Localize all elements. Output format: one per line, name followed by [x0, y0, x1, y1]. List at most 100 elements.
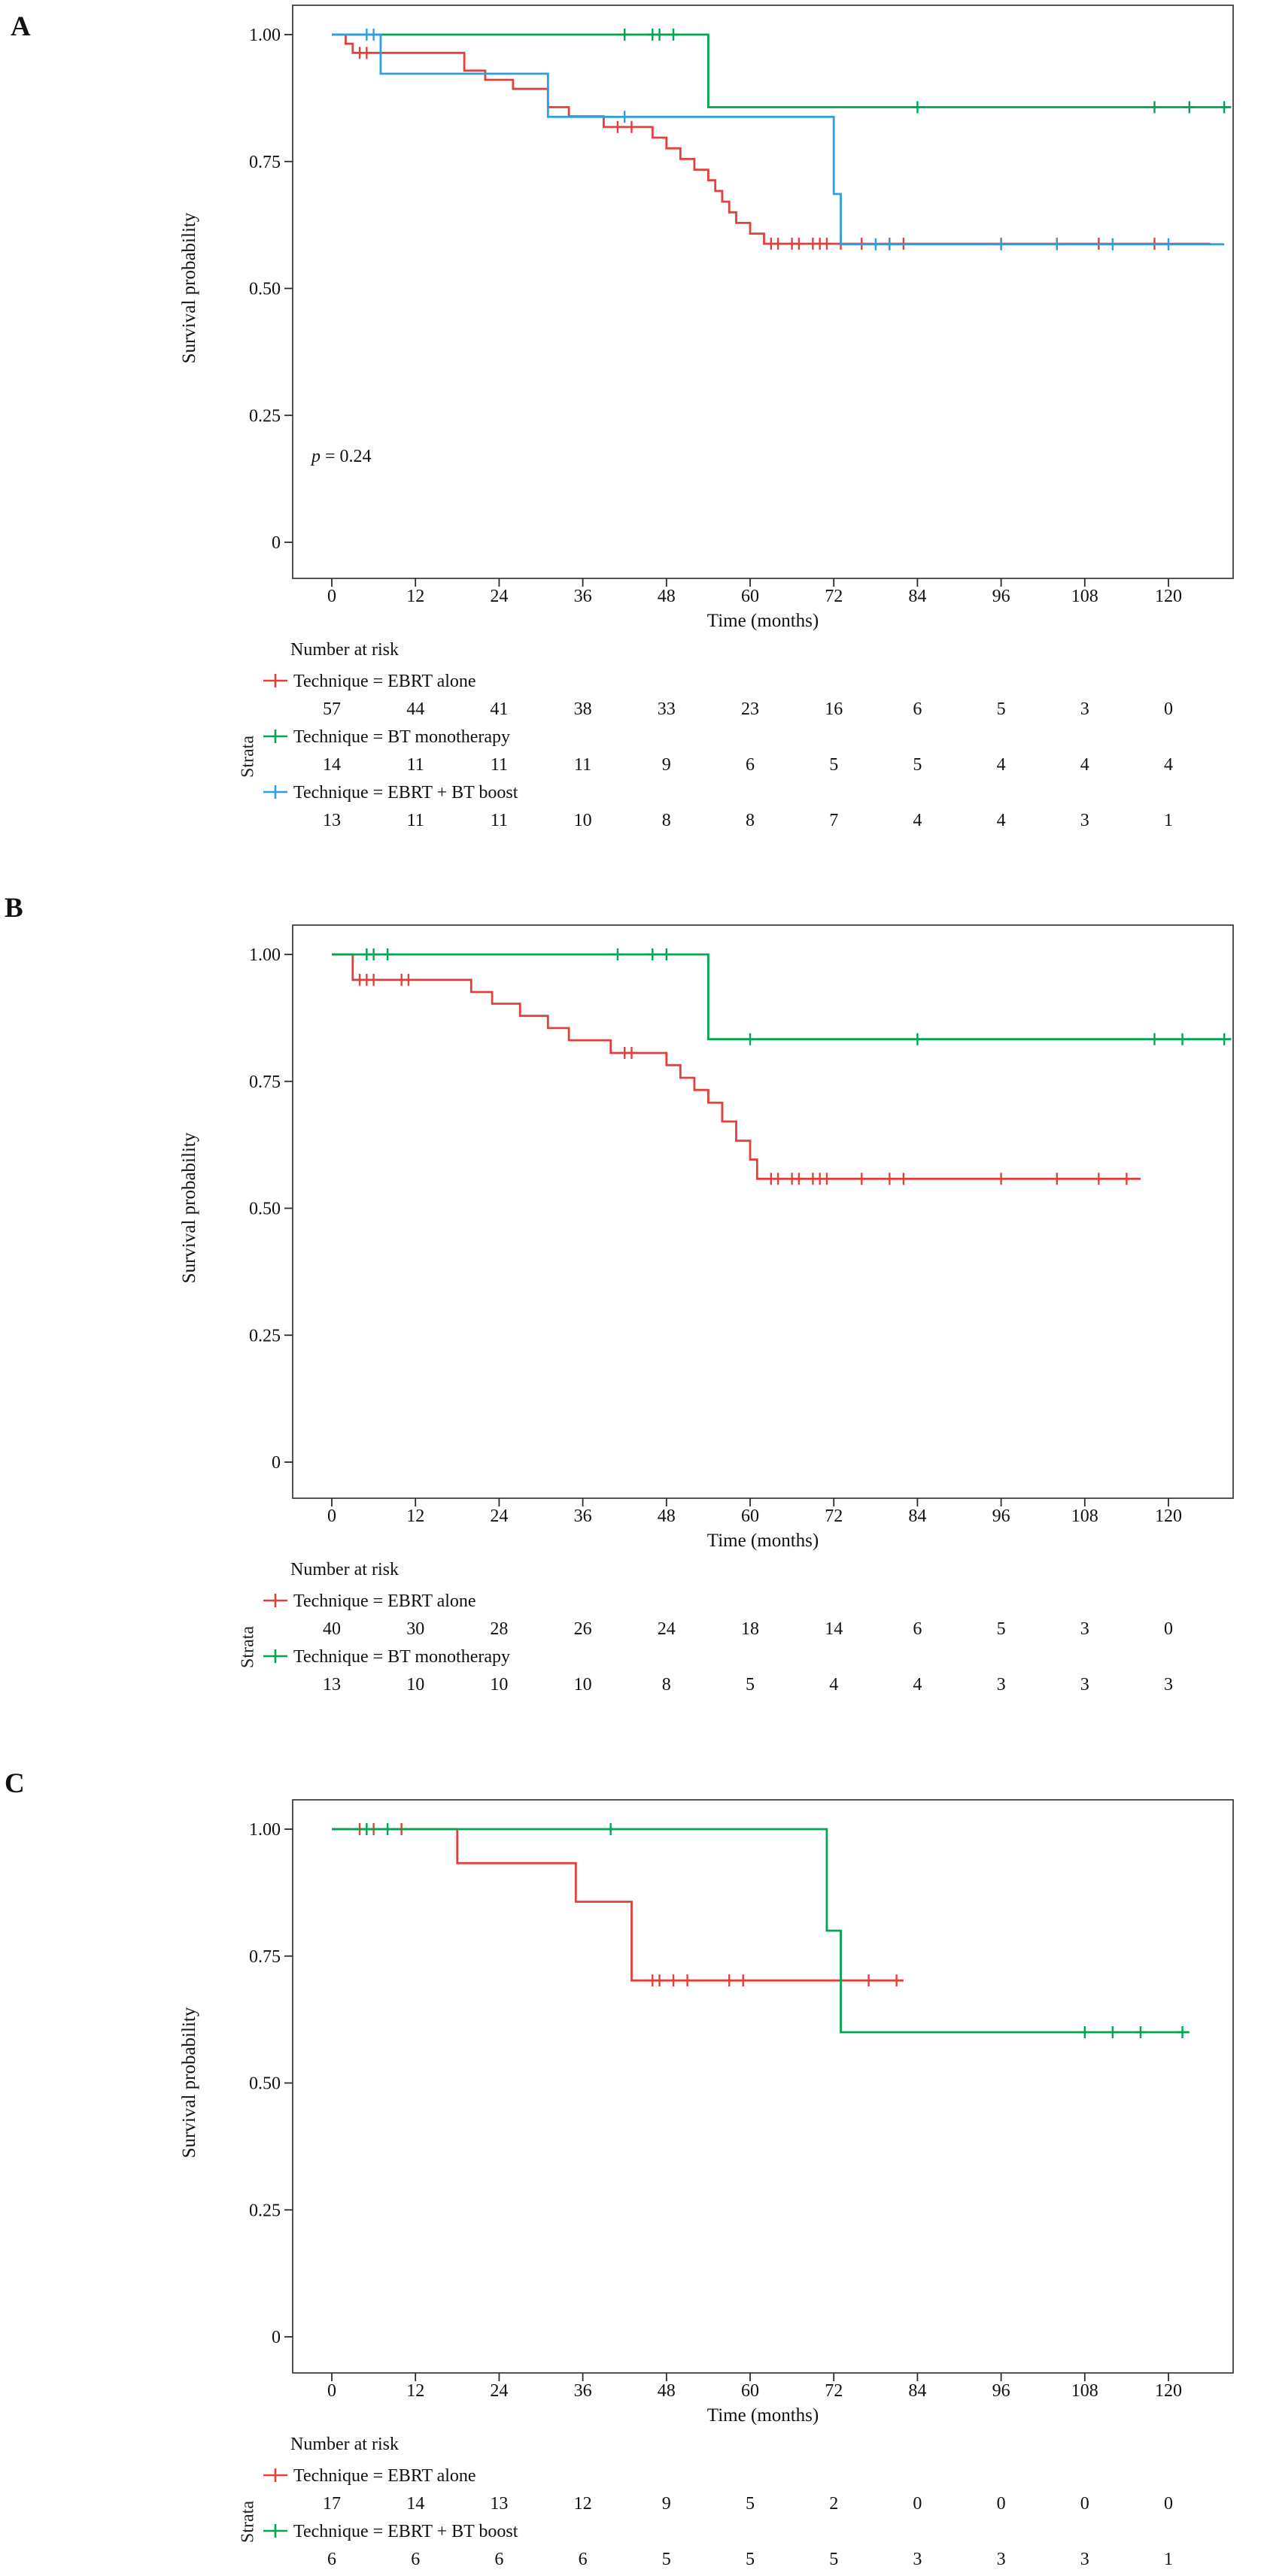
plot-area-border [292, 5, 1234, 579]
panel-c-risk-table-title: Number at risk [290, 2435, 399, 2454]
risk-legend-label: Technique = BT monotherapy [293, 727, 510, 747]
at-risk-count: 3 [1080, 811, 1089, 830]
x-tick-label: 12 [406, 2381, 424, 2401]
at-risk-count: 0 [913, 2494, 922, 2514]
risk-legend-label: Technique = EBRT + BT boost [293, 783, 518, 803]
at-risk-count: 11 [407, 811, 424, 830]
x-tick-label: 96 [992, 1506, 1010, 1526]
at-risk-count: 6 [746, 755, 755, 775]
at-risk-count: 41 [490, 699, 508, 719]
at-risk-count: 23 [741, 699, 759, 719]
panel-c-x-axis-title: Time (months) [706, 2405, 819, 2426]
panel-c-strata-label: Strata [238, 2501, 258, 2543]
at-risk-count: 11 [491, 811, 508, 830]
x-tick-label: 0 [327, 587, 336, 606]
at-risk-count: 24 [658, 1619, 676, 1639]
panel-a-risk-table-title: Number at risk [290, 640, 399, 660]
y-tick-label: 0.75 [249, 1947, 281, 1967]
at-risk-count: 3 [1080, 1675, 1089, 1695]
y-tick-label: 0.50 [249, 280, 281, 299]
x-tick-label: 12 [406, 587, 424, 606]
at-risk-count: 4 [997, 811, 1006, 830]
at-risk-count: 4 [1080, 755, 1089, 775]
x-tick-label: 120 [1155, 587, 1182, 606]
at-risk-count: 40 [323, 1619, 341, 1639]
x-tick-label: 0 [327, 2381, 336, 2401]
x-tick-label: 84 [908, 2381, 926, 2401]
survival-curve-red [332, 953, 1141, 1180]
x-tick-label: 120 [1155, 1506, 1182, 1526]
at-risk-count: 6 [494, 2550, 503, 2569]
y-tick-label: 0.75 [249, 153, 281, 172]
at-risk-count: 1 [1164, 811, 1173, 830]
x-tick-label: 108 [1071, 2381, 1098, 2401]
at-risk-count: 11 [574, 755, 591, 775]
p-value-text: = 0.24 [321, 447, 372, 466]
plot-area-border [292, 1799, 1234, 2374]
survival-curve-green [332, 33, 1232, 108]
at-risk-count: 7 [829, 811, 838, 830]
at-risk-count: 5 [746, 2494, 755, 2514]
risk-legend-label: Technique = EBRT alone [293, 1591, 476, 1611]
at-risk-count: 11 [491, 755, 508, 775]
at-risk-count: 5 [997, 1619, 1006, 1639]
survival-curve-blue [332, 33, 1225, 246]
x-tick-label: 120 [1155, 2381, 1182, 2401]
x-tick-label: 84 [908, 1506, 926, 1526]
panel-c-y-axis-title: Survival probability [179, 2007, 199, 2159]
at-risk-count: 5 [829, 2550, 838, 2569]
y-tick-label: 1.00 [249, 26, 281, 45]
at-risk-count: 4 [1164, 755, 1173, 775]
at-risk-count: 14 [323, 755, 341, 775]
x-tick-label: 36 [574, 1506, 592, 1526]
at-risk-count: 0 [1164, 2494, 1173, 2514]
plot-area-border [292, 924, 1234, 1499]
at-risk-count: 16 [825, 699, 843, 719]
at-risk-count: 3 [1080, 699, 1089, 719]
x-tick-label: 72 [825, 2381, 843, 2401]
panel-b-risk-table-title: Number at risk [290, 1560, 399, 1579]
at-risk-count: 3 [1164, 1675, 1173, 1695]
at-risk-count: 5 [746, 2550, 755, 2569]
at-risk-count: 0 [997, 2494, 1006, 2514]
y-tick-label: 0 [272, 533, 281, 553]
at-risk-count: 6 [913, 699, 922, 719]
at-risk-count: 30 [406, 1619, 424, 1639]
at-risk-count: 3 [997, 2550, 1006, 2569]
x-tick-label: 108 [1071, 587, 1098, 606]
at-risk-count: 38 [574, 699, 592, 719]
at-risk-count: 4 [913, 1675, 922, 1695]
risk-legend-label: Technique = EBRT + BT boost [293, 2522, 518, 2541]
survival-curve-green [332, 953, 1232, 1041]
x-tick-label: 48 [658, 2381, 676, 2401]
x-tick-label: 72 [825, 587, 843, 606]
x-tick-label: 24 [490, 2381, 508, 2401]
at-risk-count: 18 [741, 1619, 759, 1639]
panel-b-y-axis-title: Survival probability [179, 1132, 199, 1284]
at-risk-count: 13 [323, 811, 341, 830]
panel-a-y-axis-title: Survival probability [179, 212, 199, 364]
at-risk-count: 10 [490, 1675, 508, 1695]
survival-curve-red [332, 33, 1211, 245]
at-risk-count: 5 [913, 755, 922, 775]
panel-a-x-axis-title: Time (months) [706, 611, 819, 631]
y-tick-label: 1.00 [249, 1820, 281, 1840]
x-tick-label: 96 [992, 587, 1010, 606]
at-risk-count: 0 [1164, 1619, 1173, 1639]
panel-b-strata-label: Strata [238, 1626, 258, 1668]
at-risk-count: 44 [406, 699, 424, 719]
at-risk-count: 9 [662, 2494, 671, 2514]
x-tick-label: 48 [658, 1506, 676, 1526]
y-tick-label: 0 [272, 1453, 281, 1473]
x-tick-label: 60 [741, 1506, 759, 1526]
at-risk-count: 14 [406, 2494, 424, 2514]
at-risk-count: 17 [323, 2494, 341, 2514]
at-risk-count: 33 [658, 699, 676, 719]
at-risk-count: 0 [1080, 2494, 1089, 2514]
p-value-annotation: p = 0.24 [311, 447, 372, 467]
at-risk-count: 6 [579, 2550, 588, 2569]
y-tick-label: 0.75 [249, 1073, 281, 1092]
